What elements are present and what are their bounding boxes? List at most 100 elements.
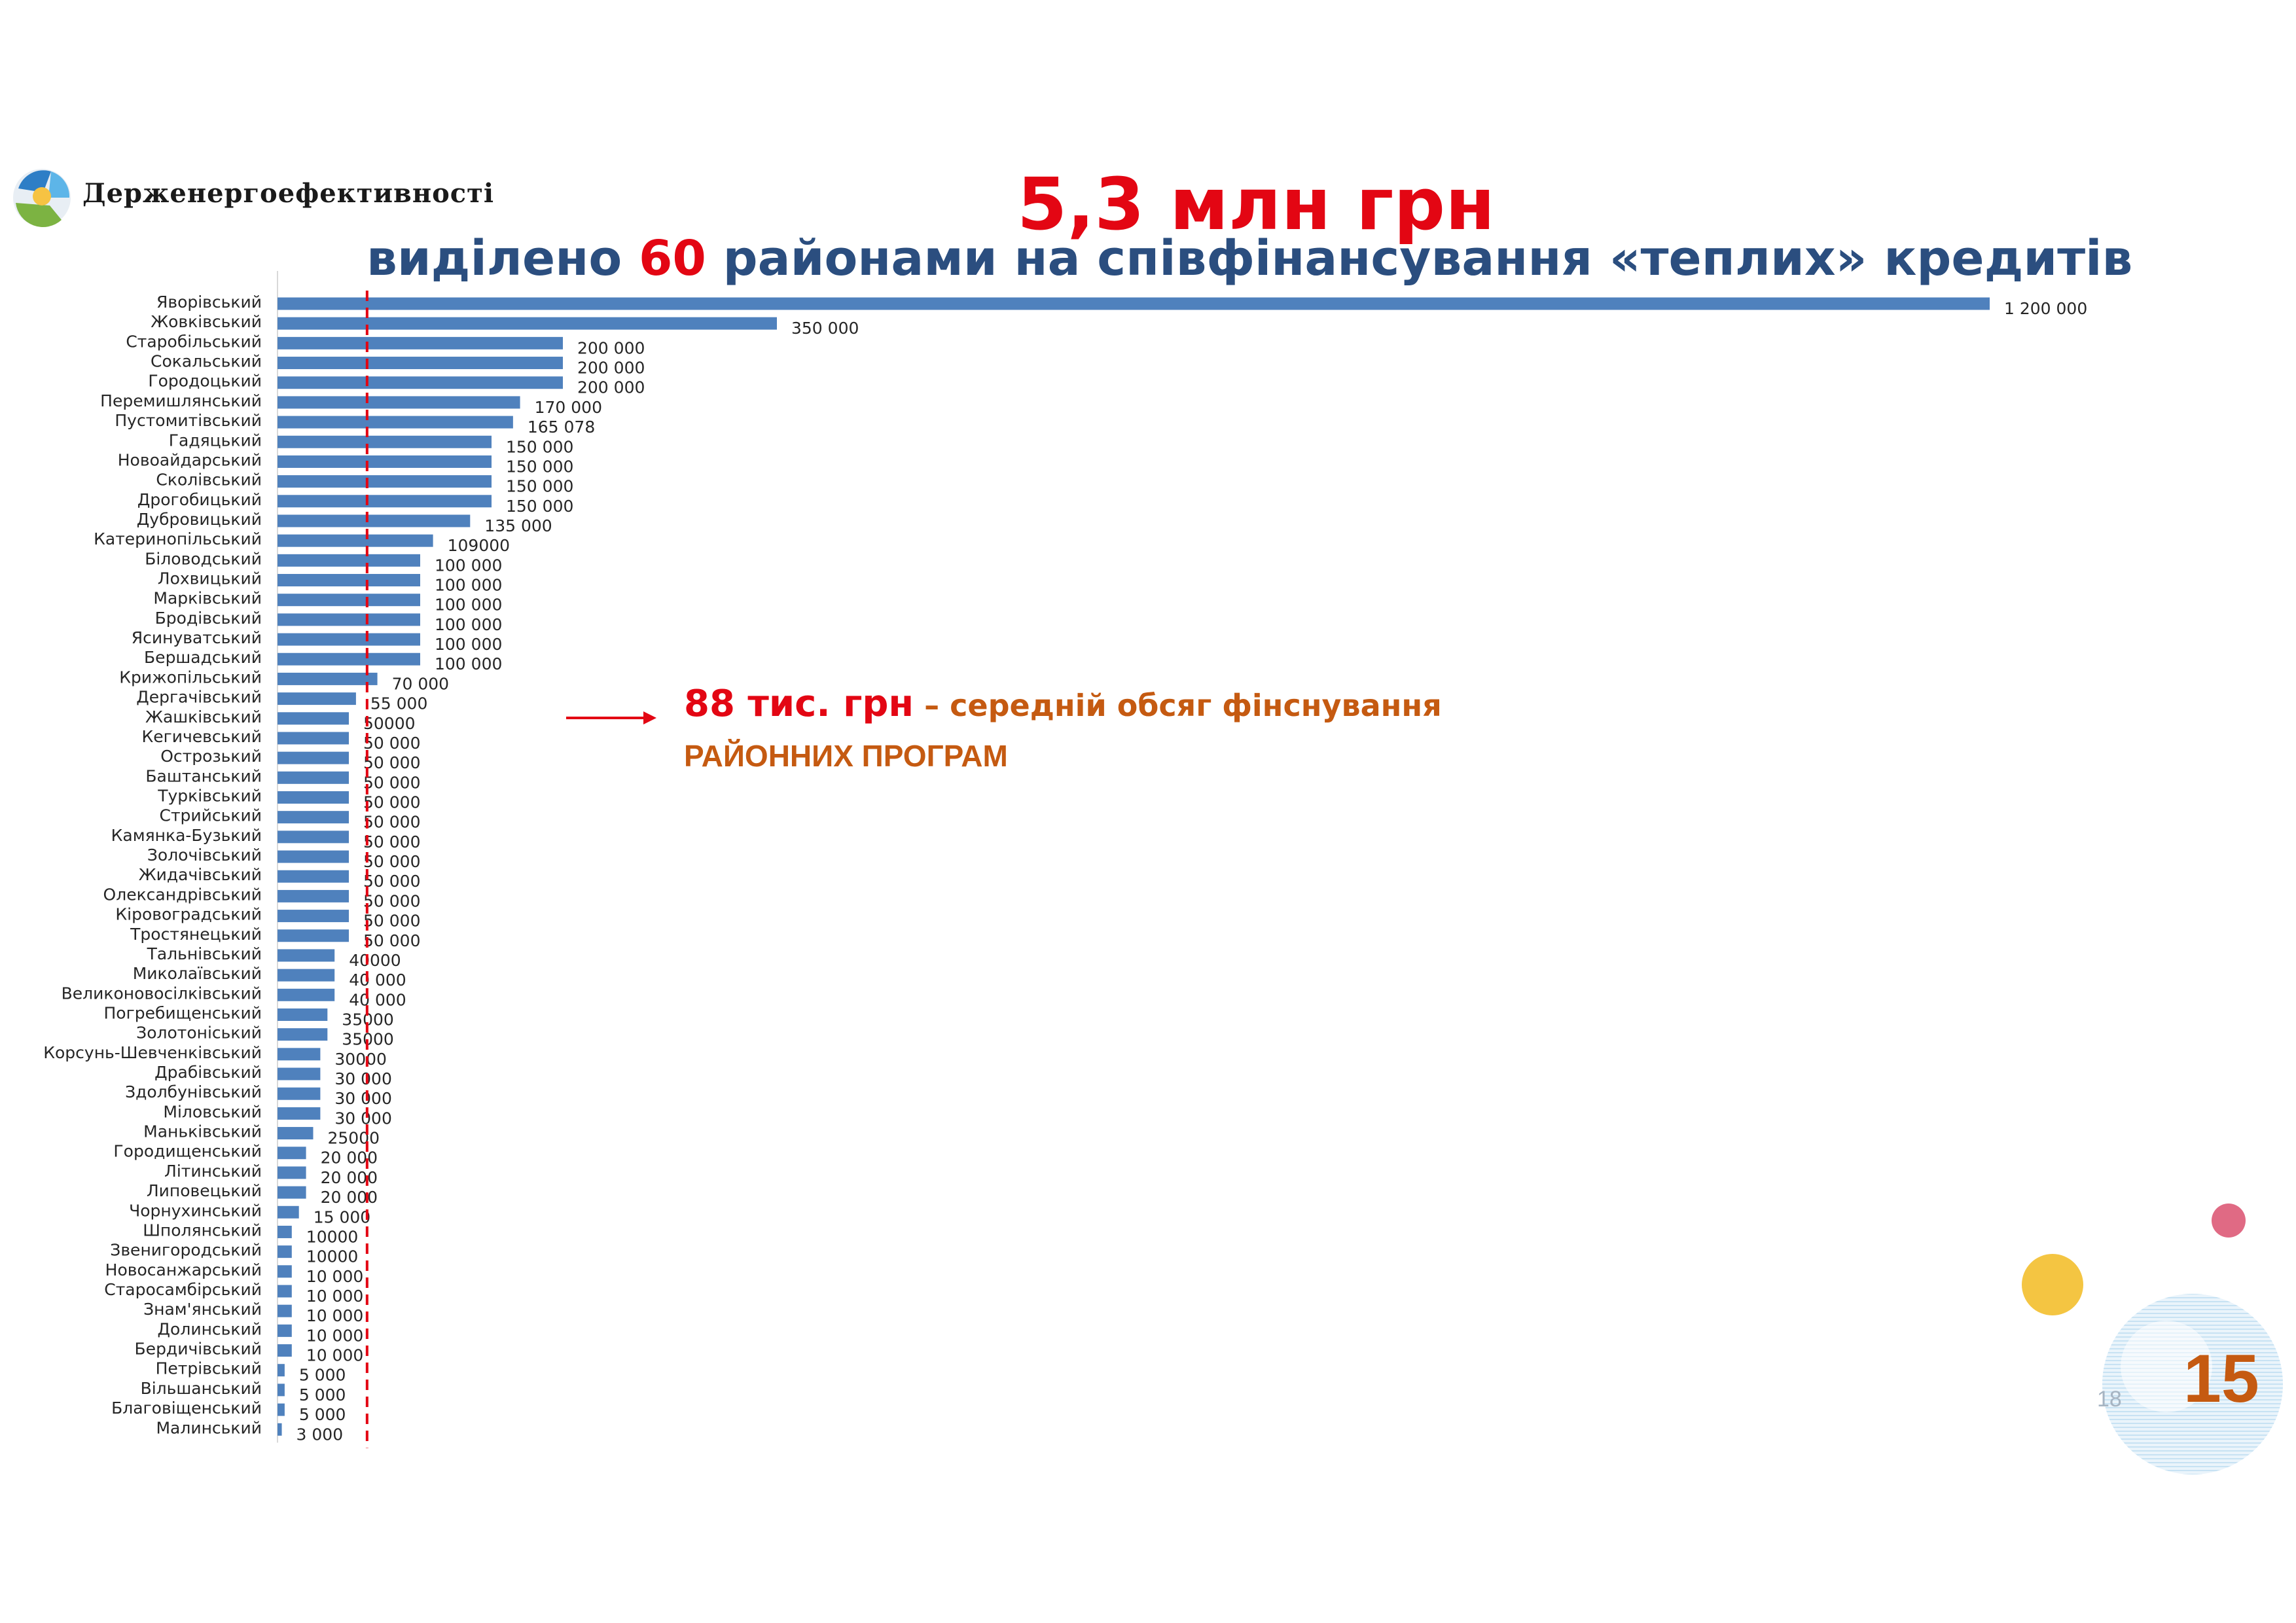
category-label: Камянка-Бузький <box>111 826 262 845</box>
bar <box>278 336 563 349</box>
value-label: 30 000 <box>334 1069 391 1088</box>
category-label: Новоайдарський <box>118 450 262 469</box>
category-label: Бердичівський <box>135 1340 262 1359</box>
value-label: 50 000 <box>363 734 420 753</box>
bar <box>278 534 433 547</box>
bar <box>278 297 1990 310</box>
bar <box>278 455 492 468</box>
value-label: 20 000 <box>321 1149 378 1168</box>
bar <box>278 1364 285 1377</box>
bar <box>278 1423 282 1436</box>
value-label: 10 000 <box>306 1346 363 1365</box>
bar <box>278 1304 292 1317</box>
value-label: 50 000 <box>363 832 420 851</box>
bar <box>278 1205 299 1219</box>
category-label: Сокальський <box>151 352 262 371</box>
slide-number-small: 18 <box>2097 1387 2122 1412</box>
bar <box>278 317 777 330</box>
value-label: 200 000 <box>577 338 645 357</box>
category-label: Дубровицький <box>137 510 262 529</box>
bar <box>278 475 492 488</box>
value-label: 50 000 <box>363 852 420 871</box>
category-label: Новосанжарський <box>105 1260 262 1279</box>
value-label: 3 000 <box>296 1425 344 1444</box>
bar <box>278 1127 314 1140</box>
value-label: 10 000 <box>306 1306 363 1325</box>
bar <box>278 376 563 389</box>
bar <box>278 357 563 370</box>
value-label: 135 000 <box>484 516 552 535</box>
value-label: 200 000 <box>577 359 645 378</box>
category-label: Кегичевський <box>142 727 262 746</box>
value-label: 40 000 <box>349 990 406 1009</box>
bar <box>278 850 349 863</box>
bar <box>278 771 349 784</box>
value-label: 10000 <box>306 1227 359 1246</box>
value-label: 10000 <box>306 1247 359 1266</box>
category-label: Городоцький <box>148 372 262 391</box>
bar <box>278 712 349 725</box>
bar <box>278 1186 306 1199</box>
value-label: 20 000 <box>321 1188 378 1207</box>
category-label: Тальнівський <box>147 944 262 963</box>
bar <box>278 1166 306 1179</box>
page-title: 5,3 млн грн <box>1016 162 1496 246</box>
category-label: Здолбунівський <box>125 1082 262 1101</box>
bar <box>278 830 349 844</box>
category-label: Марківський <box>153 589 262 608</box>
value-label: 100 000 <box>435 654 502 673</box>
category-label: Яворівський <box>156 293 262 312</box>
category-label: Сколівський <box>156 471 262 490</box>
logo-text: Держенергоефективності <box>82 178 495 209</box>
pink-dot-icon <box>2212 1204 2246 1238</box>
category-label: Корсунь-Шевченківський <box>43 1043 262 1062</box>
value-label: 50 000 <box>363 813 420 832</box>
category-label: Гадяцький <box>169 431 262 450</box>
category-label: Лохвицький <box>158 569 262 588</box>
value-label: 70 000 <box>392 674 449 693</box>
category-label: Острозький <box>160 747 262 766</box>
value-label: 150 000 <box>506 497 573 516</box>
value-label: 100 000 <box>435 635 502 654</box>
bar <box>278 416 513 429</box>
value-label: 5 000 <box>299 1405 346 1424</box>
bar <box>278 594 420 607</box>
category-label: Шполянський <box>143 1221 262 1240</box>
category-label: Біловодський <box>145 549 262 568</box>
slide-number: 15 <box>2183 1341 2259 1417</box>
value-label: 200 000 <box>577 378 645 397</box>
value-label: 40000 <box>349 951 401 970</box>
value-label: 50 000 <box>363 773 420 792</box>
value-label: 100 000 <box>435 556 502 575</box>
category-label: Старосамбірський <box>104 1280 262 1299</box>
category-label: Тростянецький <box>130 925 262 944</box>
bar <box>278 514 471 527</box>
category-label: Драбівський <box>154 1063 262 1082</box>
decorative-circles <box>2022 1204 2283 1474</box>
category-label: Миколаївський <box>133 964 262 983</box>
category-label: Золотоніський <box>136 1024 262 1043</box>
category-label: Турківський <box>157 787 262 806</box>
value-label: 100 000 <box>435 615 502 634</box>
category-label: Стрийський <box>160 806 262 825</box>
bar <box>278 1048 321 1061</box>
bar <box>278 1028 328 1041</box>
category-label: Пустомитівський <box>115 411 262 430</box>
page-subtitle: виділено 60 районами на співфінансування… <box>367 229 2132 288</box>
bar <box>278 1324 292 1337</box>
category-label: Ясинуватський <box>132 628 262 647</box>
category-label: Долинський <box>158 1319 262 1338</box>
category-label: Петрівський <box>156 1359 262 1378</box>
category-label: Звенигородський <box>110 1241 262 1260</box>
logo: Держенергоефективності <box>9 164 493 236</box>
subtitle-before: виділено <box>367 230 639 287</box>
bar <box>278 574 420 587</box>
average-amount: 88 тис. грн <box>684 683 914 725</box>
category-label: Літинський <box>164 1162 262 1181</box>
bar <box>278 1344 292 1357</box>
category-label: Чорнухинський <box>129 1201 262 1220</box>
category-label: Старобільський <box>126 332 262 351</box>
bar <box>278 1245 292 1258</box>
category-label: Липовецький <box>147 1181 262 1200</box>
